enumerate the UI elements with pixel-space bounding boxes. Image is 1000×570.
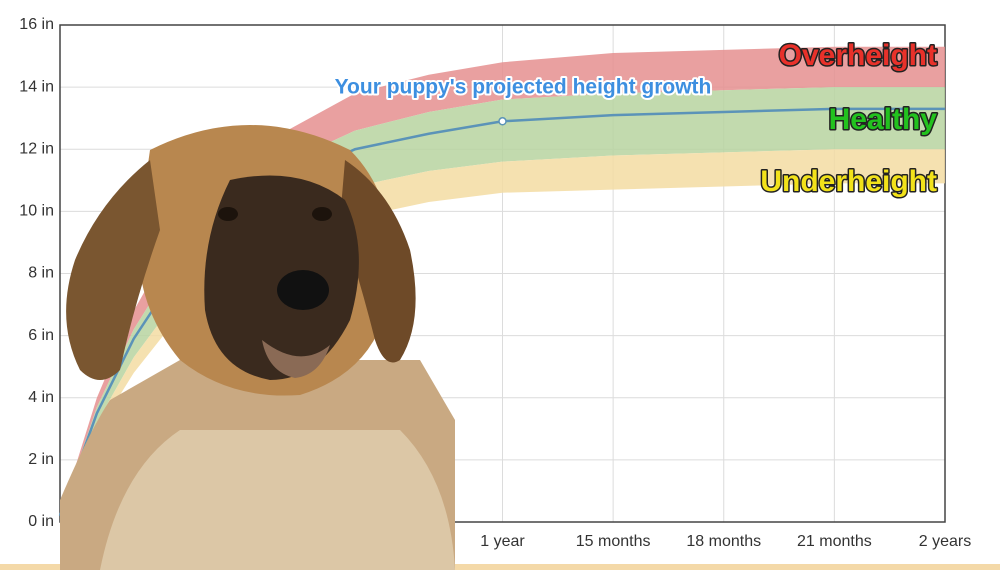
annotation: Your puppy's projected height growth <box>335 76 712 99</box>
x-tick-label: 18 months <box>686 533 761 550</box>
band-label: Healthy <box>829 103 938 136</box>
bottom-strip <box>0 564 1000 570</box>
plot-border <box>59 24 946 523</box>
x-tick-label: 2 years <box>919 533 971 550</box>
y-tick-label: 10 in <box>19 203 54 220</box>
y-tick-label: 2 in <box>28 451 54 468</box>
growth-line <box>58 107 945 517</box>
band-label: Underheight <box>760 165 937 198</box>
y-tick-label: 4 in <box>28 389 54 406</box>
band-label: Overheight <box>779 39 937 72</box>
puppy-photo <box>60 125 455 570</box>
y-tick-label: 6 in <box>28 327 54 344</box>
growth-marker <box>498 117 507 126</box>
y-tick-label: 8 in <box>28 265 54 282</box>
x-tick-label: 15 months <box>576 533 651 550</box>
x-tick-label: 21 months <box>797 533 872 550</box>
y-tick-label: 14 in <box>19 78 54 95</box>
y-tick-label: 0 in <box>28 513 54 530</box>
x-tick-label: 1 year <box>480 533 525 550</box>
y-tick-label: 12 in <box>19 140 54 157</box>
y-tick-label: 16 in <box>19 16 54 33</box>
